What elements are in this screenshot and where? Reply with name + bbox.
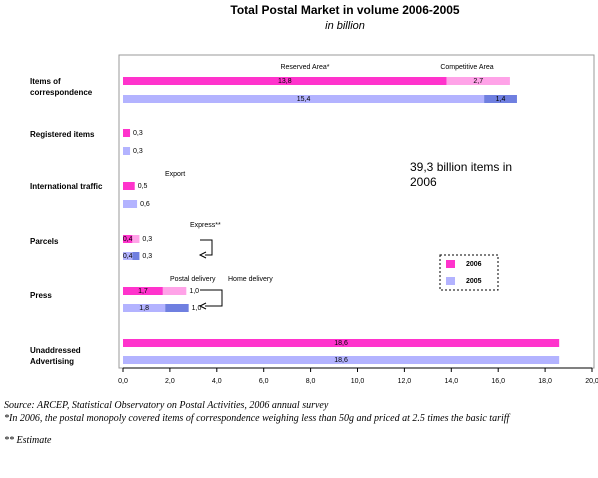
x-tick-label: 2,0 [165, 378, 175, 385]
value-label: 18,6 [334, 340, 348, 347]
annotation: Reserved Area* [280, 64, 329, 71]
value-label: 2,7 [473, 78, 483, 85]
annotation: 39,3 billion items in 2006 [410, 160, 513, 189]
value-label: 0,4 [123, 236, 133, 243]
x-tick-label: 16,0 [491, 378, 505, 385]
value-label: 0,3 [142, 236, 152, 243]
x-tick-label: 8,0 [306, 378, 316, 385]
annotation: Postal delivery [170, 276, 216, 283]
bar-segment [446, 77, 510, 85]
value-label: 0,6 [140, 201, 150, 208]
arrow [198, 239, 213, 259]
bar-segment [123, 129, 131, 137]
category-label: Parcels [30, 237, 59, 246]
x-tick-label: 14,0 [444, 378, 458, 385]
bar-segment [132, 252, 140, 260]
legend-label: 2006 [466, 261, 482, 268]
bar-segment [123, 304, 166, 312]
x-tick-label: 10,0 [351, 378, 365, 385]
x-tick-label: 4,0 [212, 378, 222, 385]
annotation: Express** [190, 222, 221, 229]
bar-segment [123, 235, 133, 243]
value-label: 1,0 [189, 288, 199, 295]
footnote: *In 2006, the postal monopoly covered it… [4, 413, 510, 424]
category-label: Registered items [30, 130, 95, 139]
category-label: International traffic [30, 182, 103, 191]
footnote: ** Estimate [4, 435, 52, 446]
value-label: 1,4 [496, 96, 506, 103]
annotation: Export [165, 171, 185, 178]
bar-segment [165, 304, 189, 312]
value-label: 0,3 [133, 130, 143, 137]
bar-segment [123, 200, 138, 208]
legend-swatch [446, 277, 455, 285]
x-tick-label: 6,0 [259, 378, 269, 385]
value-label: 15,4 [297, 96, 311, 103]
annotation: Home delivery [228, 276, 273, 283]
bar-segment [123, 182, 135, 190]
bar-segment [132, 235, 140, 243]
x-tick-label: 0,0 [118, 378, 128, 385]
value-label: 0,3 [133, 148, 143, 155]
annotation: Competitive Area [440, 64, 493, 71]
category-label: Press [30, 291, 52, 300]
value-label: 18,6 [334, 357, 348, 364]
value-label: 0,5 [138, 183, 148, 190]
value-label: 1,8 [139, 305, 149, 312]
bar-segment [162, 287, 187, 295]
value-label: 0,3 [142, 253, 152, 260]
bar-segment [123, 77, 447, 85]
bar-segment [123, 147, 131, 155]
bar-segment [123, 287, 163, 295]
category-label: Items of correspondence [30, 77, 93, 97]
bar-segment [123, 339, 560, 347]
chart-subtitle: in billion [325, 20, 365, 32]
x-tick-label: 20,0 [585, 378, 598, 385]
footnote: Source: ARCEP, Statistical Observatory o… [4, 400, 329, 411]
bar-segment [123, 252, 133, 260]
chart-title: Total Postal Market in volume 2006-2005 [230, 3, 460, 17]
x-tick-label: 12,0 [398, 378, 412, 385]
bar-segment [484, 95, 517, 103]
value-label: 0,4 [123, 253, 133, 260]
bar-segment [123, 95, 485, 103]
category-label: Unaddressed Advertising [30, 346, 81, 366]
legend-box [439, 254, 499, 291]
arrow [198, 289, 223, 310]
value-label: 1,7 [138, 288, 148, 295]
value-label: 1,0 [192, 305, 202, 312]
x-tick-label: 18,0 [538, 378, 552, 385]
value-label: 13,8 [278, 78, 292, 85]
legend-label: 2005 [466, 278, 482, 285]
legend-swatch [446, 260, 455, 268]
bar-segment [123, 356, 560, 364]
